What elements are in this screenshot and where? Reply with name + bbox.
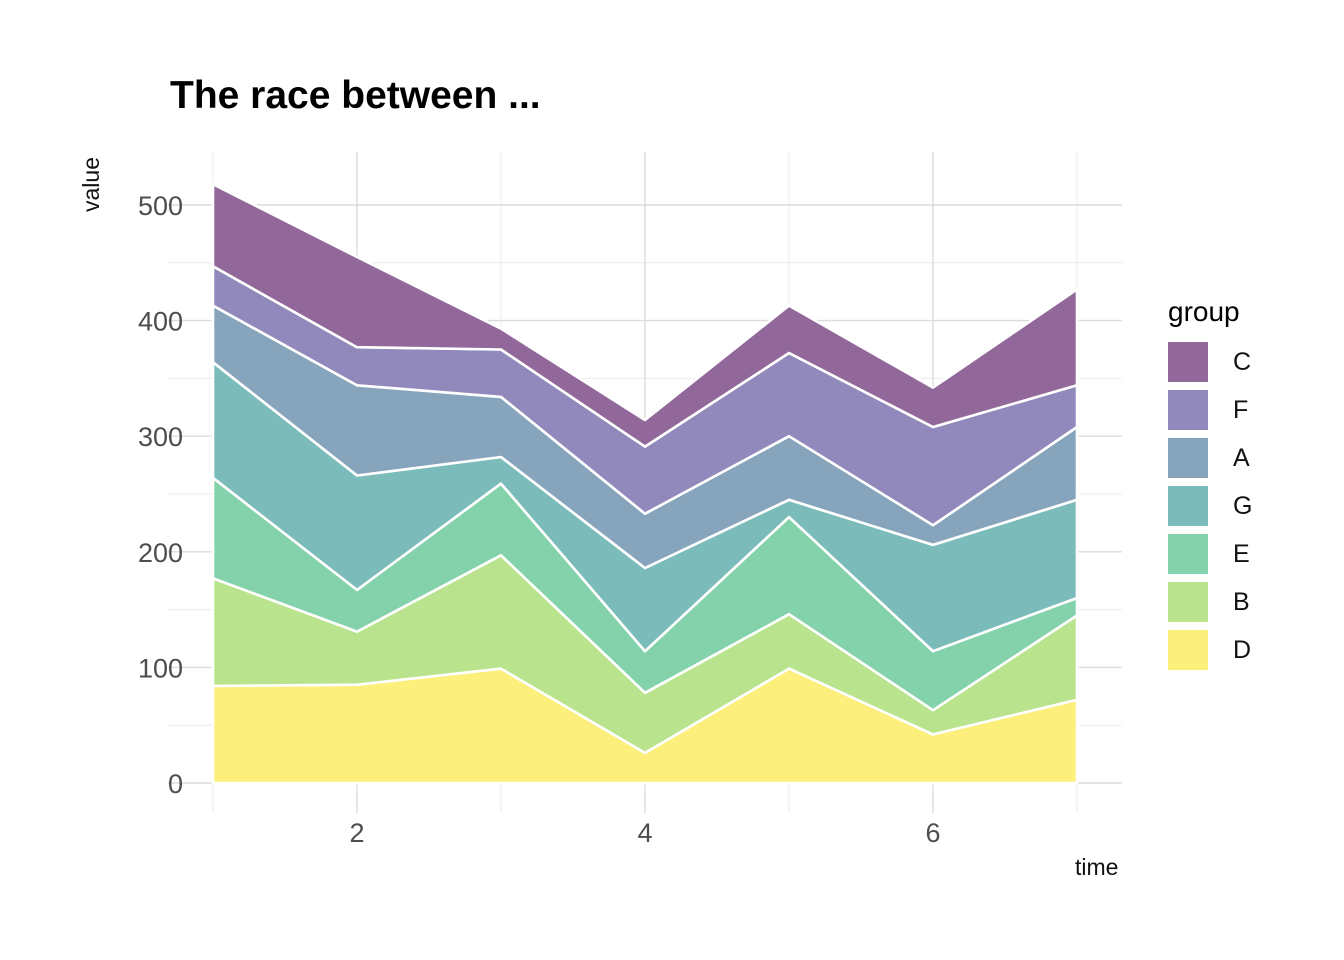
y-tick-label-0: 0 — [168, 769, 183, 799]
legend-label: E — [1233, 539, 1250, 568]
legend-label: F — [1233, 395, 1249, 424]
legend-label: G — [1233, 491, 1253, 520]
legend-swatch-G — [1168, 486, 1208, 526]
legend-swatch-F — [1168, 390, 1208, 430]
x-tick-label-2: 2 — [349, 818, 364, 848]
legend-item-C: C — [1168, 342, 1252, 382]
y-tick-label-400: 400 — [138, 307, 183, 337]
legend-item-B: B — [1168, 582, 1252, 622]
legend-item-E: E — [1168, 534, 1252, 574]
legend-label: C — [1233, 347, 1252, 376]
legend-label: D — [1233, 635, 1252, 664]
legend-swatch-E — [1168, 534, 1208, 574]
legend-item-F: F — [1168, 390, 1252, 430]
x-tick-label-6: 6 — [925, 818, 940, 848]
legend-swatch-B — [1168, 582, 1208, 622]
chart-title: The race between ... — [170, 74, 541, 117]
legend-item-D: D — [1168, 630, 1252, 670]
x-tick-label-4: 4 — [637, 818, 652, 848]
legend-title: group — [1168, 296, 1240, 327]
x-axis-title: time — [1075, 854, 1119, 880]
legend-swatch-D — [1168, 630, 1208, 670]
legend-item-A: A — [1168, 438, 1252, 478]
y-tick-label-100: 100 — [138, 653, 183, 683]
y-axis-title: value — [78, 157, 104, 212]
legend-swatch-A — [1168, 438, 1208, 478]
y-tick-label-200: 200 — [138, 538, 183, 568]
area-C — [211, 182, 1079, 448]
legend-item-G: G — [1168, 486, 1252, 526]
legend-label: A — [1233, 443, 1250, 472]
y-tick-label-500: 500 — [138, 191, 183, 221]
y-tick-label-300: 300 — [138, 422, 183, 452]
legend-swatch-C — [1168, 342, 1208, 382]
legend-label: B — [1233, 587, 1250, 616]
